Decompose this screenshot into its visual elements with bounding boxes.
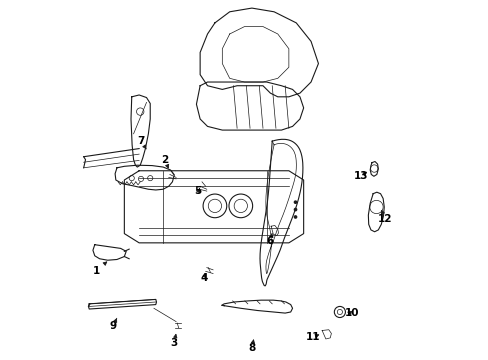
- Circle shape: [293, 200, 297, 204]
- Text: 3: 3: [170, 334, 178, 348]
- Text: 13: 13: [353, 171, 367, 181]
- Circle shape: [293, 215, 297, 219]
- Text: 6: 6: [266, 233, 273, 246]
- Text: 9: 9: [109, 318, 117, 331]
- Text: 1: 1: [93, 262, 106, 275]
- Text: 10: 10: [344, 308, 358, 318]
- Text: 2: 2: [161, 155, 168, 168]
- Text: 5: 5: [194, 186, 202, 196]
- Text: 7: 7: [137, 136, 146, 149]
- Circle shape: [293, 208, 297, 211]
- Text: 4: 4: [200, 273, 207, 283]
- Text: 12: 12: [377, 211, 391, 224]
- Text: 11: 11: [305, 332, 320, 342]
- Text: 8: 8: [248, 340, 255, 353]
